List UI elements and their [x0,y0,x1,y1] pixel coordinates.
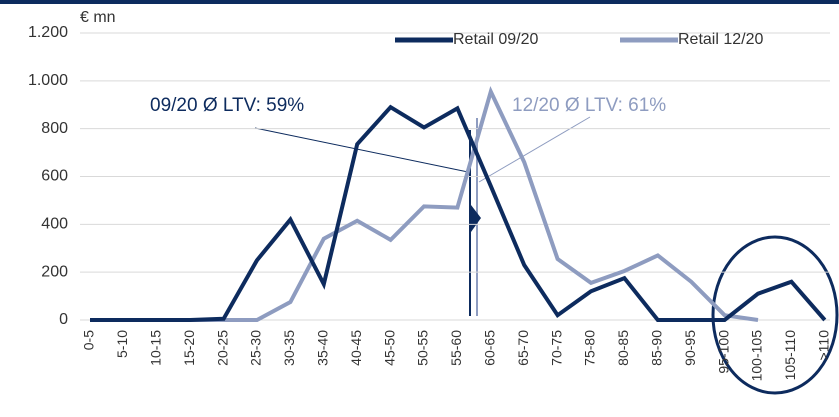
x-tick-label: 5-10 [114,330,130,358]
legend-label: Retail 09/20 [453,31,538,48]
y-tick-label: 1.200 [28,24,68,41]
x-tick-label: 40-45 [348,330,364,366]
highlight-ellipse [711,235,839,395]
x-tick-label: 105-110 [782,330,798,381]
x-tick-label: 25-30 [248,330,264,366]
x-tick-label: 85-90 [649,330,665,366]
x-tick-label: 65-70 [515,330,531,366]
series-line [90,104,827,322]
x-tick-label: 20-25 [214,330,230,366]
avg-arrow [471,205,481,232]
y-tick-label: 600 [41,168,68,185]
x-tick-label: 70-75 [548,330,564,366]
y-tick-label: 0 [59,311,68,328]
leader-1220 [478,116,591,183]
unit-label: € mn [80,9,116,26]
x-tick-label: 30-35 [281,330,297,366]
leader-0920 [254,127,469,173]
annotation-1220: 12/20 Ø LTV: 61% [512,95,666,116]
y-tick-label: 400 [41,216,68,233]
x-tick-label: 55-60 [448,330,464,366]
top-bar [0,0,839,4]
legend-label: Retail 12/20 [678,31,763,48]
x-tick-label: 15-20 [181,330,197,366]
x-tick-label: 35-40 [315,330,331,366]
x-tick-label: 50-55 [415,330,431,366]
x-tick-label: 60-65 [482,330,498,366]
x-tick-label: 45-50 [381,330,397,366]
x-tick-label: 10-15 [148,330,164,366]
x-tick-label: 75-80 [582,330,598,366]
x-tick-label: 100-105 [749,330,765,382]
x-tick-label: 80-85 [615,330,631,366]
x-tick-label: 95-100 [715,330,731,374]
x-tick-label: 0-5 [81,330,97,350]
y-tick-label: 800 [41,120,68,137]
y-tick-label: 200 [41,263,68,280]
y-tick-label: 1.000 [28,72,68,89]
x-tick-label: 90-95 [682,330,698,366]
x-tick-label: >110 [816,330,832,361]
annotation-0920: 09/20 Ø LTV: 59% [150,95,304,116]
